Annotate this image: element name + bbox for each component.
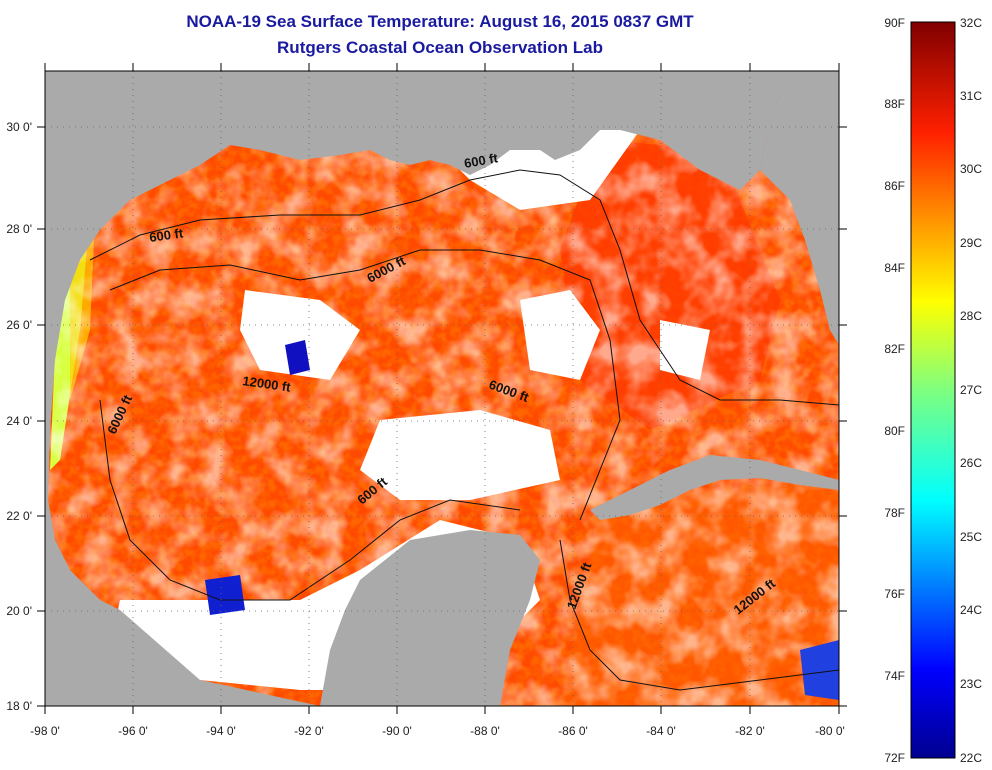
- colorbar-c-label: 30C: [960, 162, 982, 176]
- y-tick-label: 18 0': [6, 699, 32, 713]
- cuba-land: [590, 455, 839, 520]
- map-subtitle: Rutgers Coastal Ocean Observation Lab: [277, 38, 603, 57]
- y-tick-label: 20 0': [6, 604, 32, 618]
- x-tick-label: -96 0': [118, 724, 148, 738]
- colorbar-f-label: 86F: [884, 179, 905, 193]
- colorbar-c-label: 28C: [960, 309, 982, 323]
- y-tick-label: 22 0': [6, 509, 32, 523]
- x-tick-label: -98 0': [30, 724, 60, 738]
- colorbar-f-label: 88F: [884, 97, 905, 111]
- colorbar-f-label: 76F: [884, 587, 905, 601]
- y-tick-label: 26 0': [6, 318, 32, 332]
- x-tick-label: -82 0': [735, 724, 765, 738]
- y-tick-label: 30 0': [6, 120, 32, 134]
- x-tick-label: -88 0': [470, 724, 500, 738]
- colorbar-c-label: 22C: [960, 751, 982, 765]
- land-mass: [45, 71, 839, 706]
- colorbar: [910, 21, 956, 759]
- x-tick-label: -92 0': [294, 724, 324, 738]
- graticule: [45, 71, 839, 706]
- colorbar-f-label: 80F: [884, 424, 905, 438]
- plot-frame: [44, 70, 840, 707]
- colorbar-c-label: 29C: [960, 236, 982, 250]
- map-title: NOAA-19 Sea Surface Temperature: August …: [186, 12, 694, 31]
- contour-label: 600 ft: [148, 225, 184, 245]
- colorbar-f-label: 84F: [884, 261, 905, 275]
- y-tick-label: 24 0': [6, 414, 32, 428]
- x-tick-label: -86 0': [558, 724, 588, 738]
- colorbar-f-label: 74F: [884, 669, 905, 683]
- bathymetry-contours: [89, 169, 839, 691]
- colorbar-c-label: 32C: [960, 16, 982, 30]
- colorbar-f-label: 78F: [884, 506, 905, 520]
- x-tick-label: -80 0': [815, 724, 845, 738]
- colorbar-c-label: 24C: [960, 603, 982, 617]
- colorbar-c-label: 23C: [960, 677, 982, 691]
- x-tick-label: -94 0': [206, 724, 236, 738]
- contour-label: 12000 ft: [242, 373, 293, 395]
- colorbar-f-label: 90F: [884, 16, 905, 30]
- x-tick-label: -84 0': [646, 724, 676, 738]
- colorbar-c-label: 27C: [960, 383, 982, 397]
- contour-label: 600 ft: [463, 150, 500, 171]
- colorbar-c-label: 25C: [960, 530, 982, 544]
- colorbar-f-label: 82F: [884, 342, 905, 356]
- colorbar-f-label: 72F: [884, 751, 905, 765]
- colorbar-c-label: 31C: [960, 89, 982, 103]
- y-tick-label: 28 0': [6, 222, 32, 236]
- colorbar-c-label: 26C: [960, 456, 982, 470]
- x-tick-label: -90 0': [382, 724, 412, 738]
